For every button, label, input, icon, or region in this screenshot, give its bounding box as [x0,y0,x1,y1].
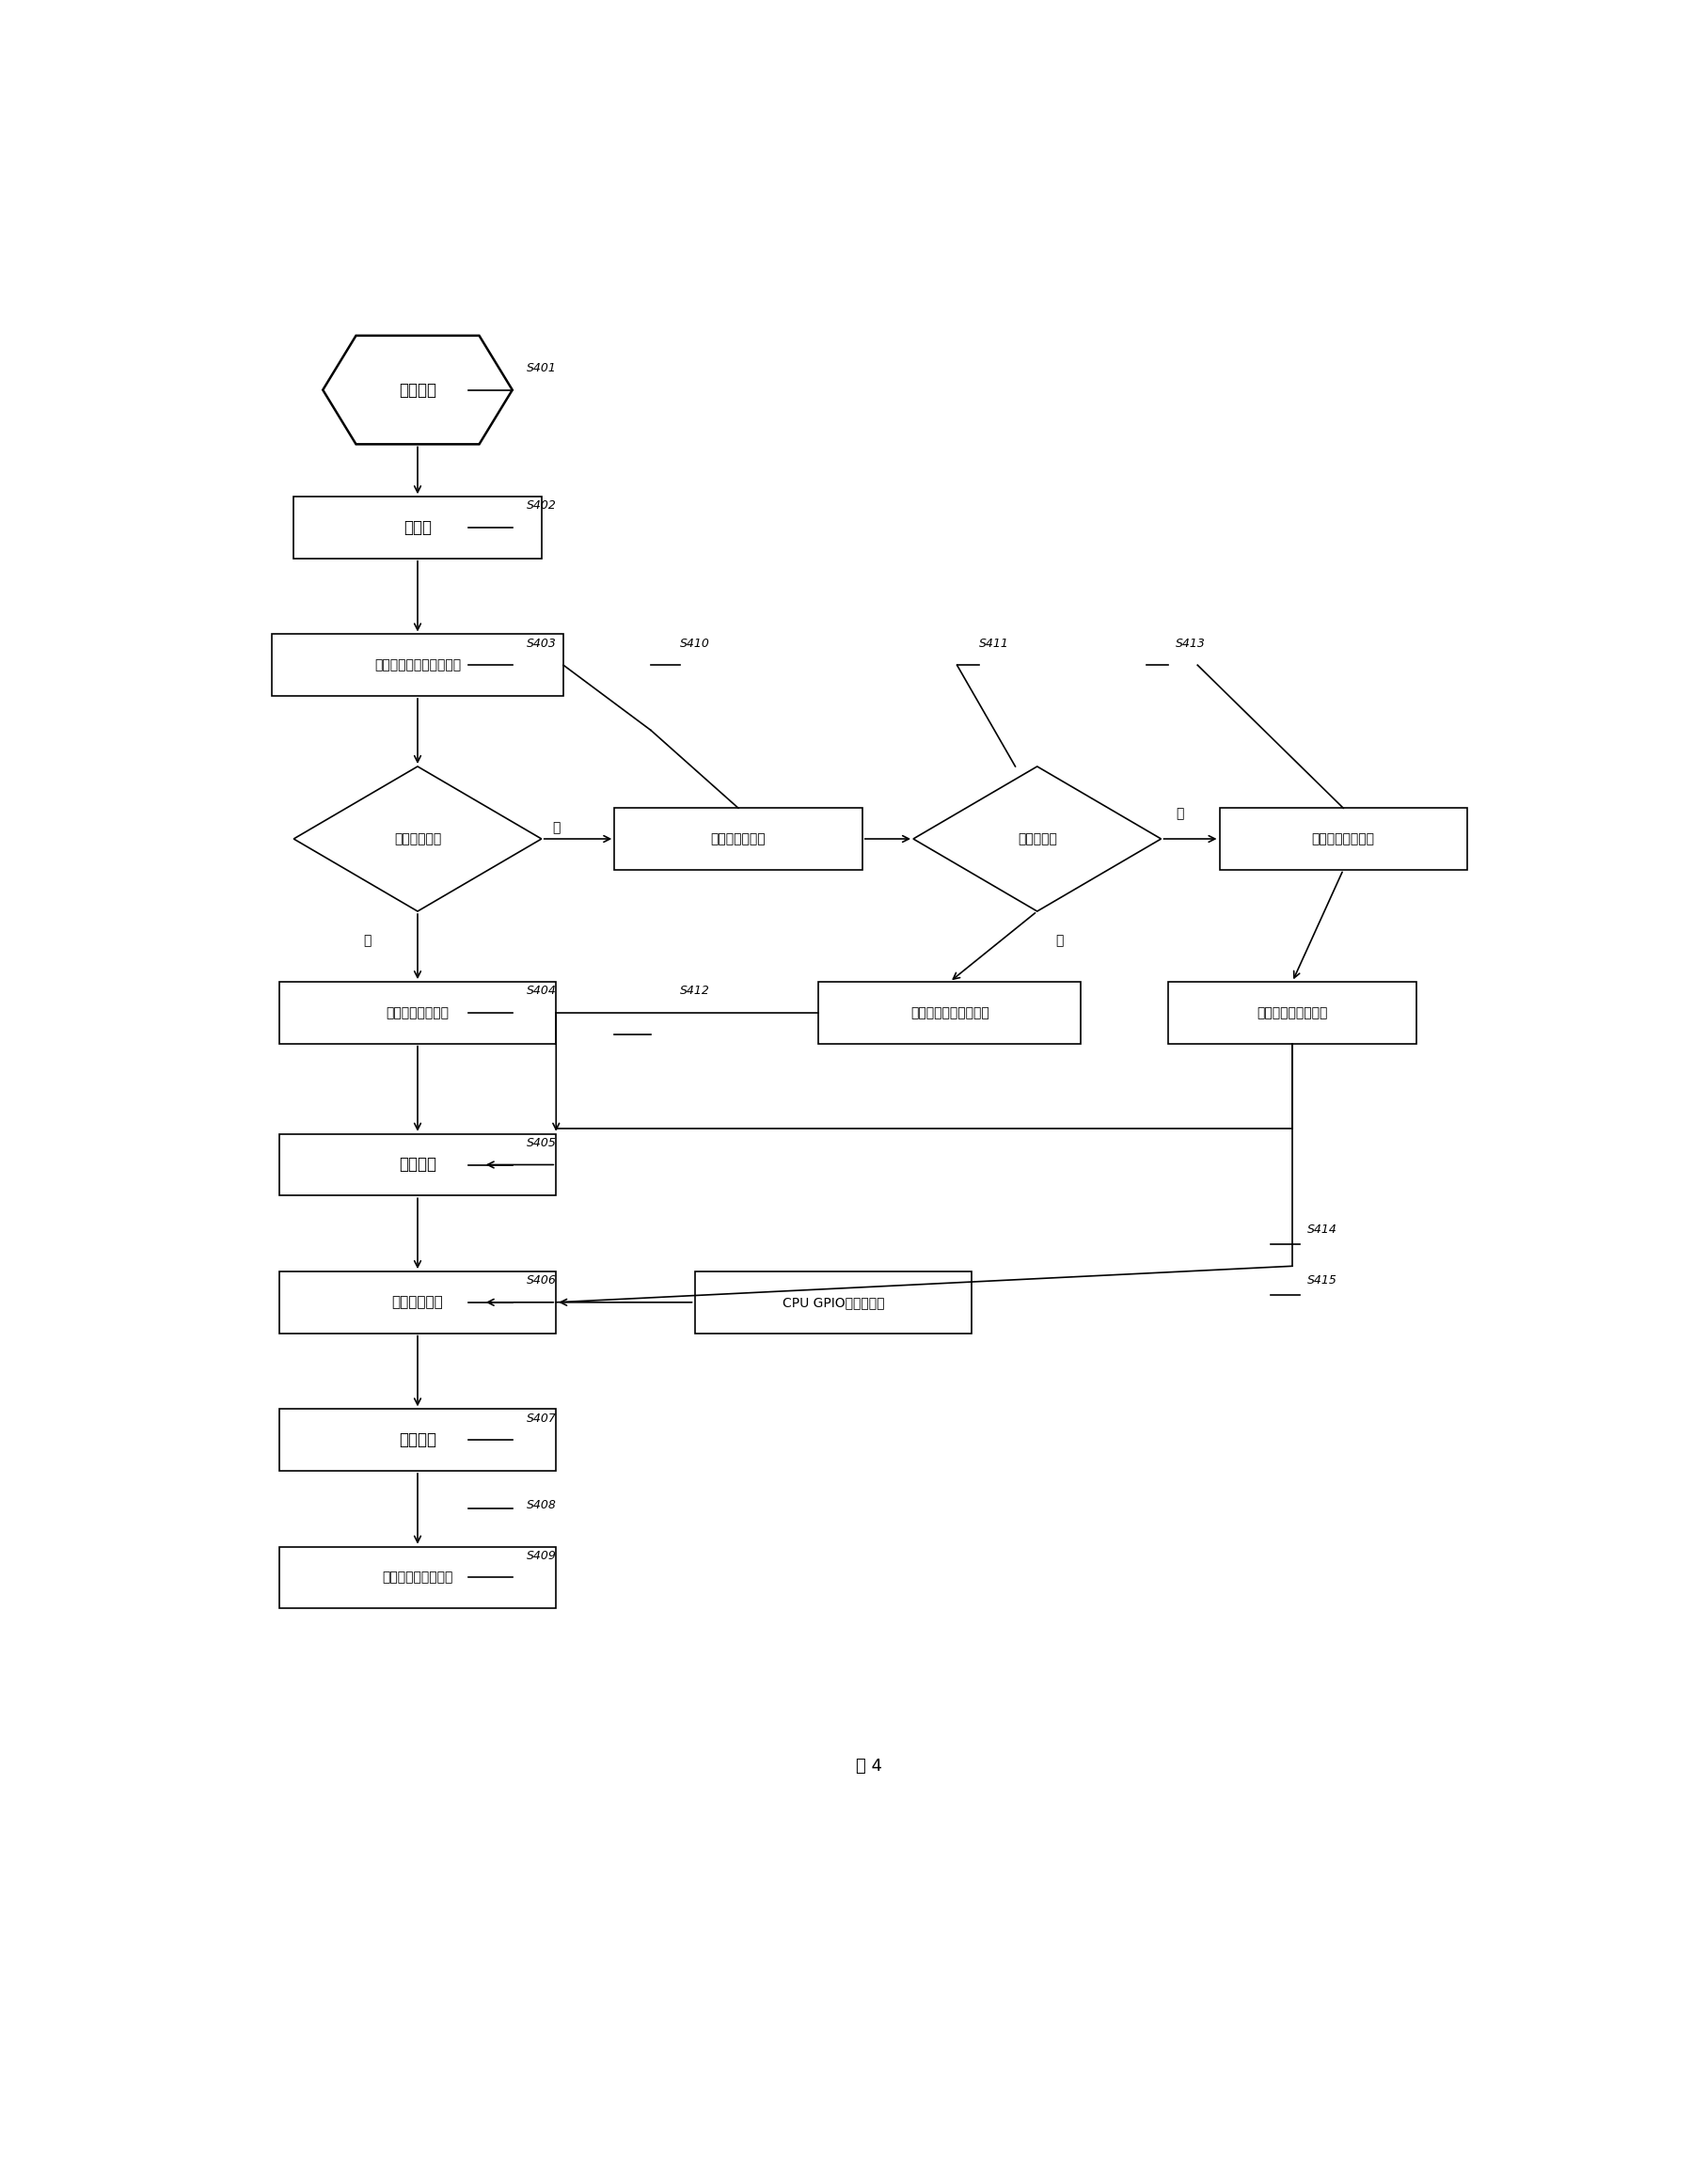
Bar [1220,809,1467,870]
Text: 主、从器件读写操作: 主、从器件读写操作 [383,1570,453,1583]
Text: 从器件总线监视: 从器件总线监视 [711,833,765,846]
Bar [278,1272,557,1332]
Polygon shape [294,766,541,911]
Text: S407: S407 [528,1412,557,1423]
Text: 主器件读对板状态: 主器件读对板状态 [386,1006,449,1019]
Text: S406: S406 [528,1274,557,1287]
Bar [695,1272,972,1332]
Text: 图 4: 图 4 [856,1756,883,1774]
Text: 否: 否 [1175,807,1184,820]
Text: S413: S413 [1175,638,1206,649]
Bar [272,634,564,696]
Text: 是否有应答？: 是否有应答？ [395,833,441,846]
Bar [294,497,541,558]
Bar [278,1133,557,1196]
Text: 本板故障，维持备用: 本板故障，维持备用 [1257,1006,1327,1019]
Text: S401: S401 [528,361,557,374]
Text: S408: S408 [528,1499,557,1512]
Text: 编码译码: 编码译码 [398,1157,437,1172]
Text: S409: S409 [528,1549,557,1562]
Text: 是: 是 [1056,934,1064,947]
Text: S410: S410 [680,638,711,649]
Text: S402: S402 [528,500,557,513]
Text: 有: 有 [362,934,371,947]
Text: CPU GPIO、按键触发: CPU GPIO、按键触发 [782,1296,885,1309]
Text: 预置备用状态，主器件写: 预置备用状态，主器件写 [374,658,461,673]
Bar [1168,982,1416,1043]
Bar [615,809,863,870]
Text: 控制主备倒换: 控制主备倒换 [391,1296,444,1309]
Bar [818,982,1081,1043]
Polygon shape [914,766,1161,911]
Text: S405: S405 [528,1138,557,1149]
Text: S415: S415 [1307,1274,1337,1287]
Text: 总线监视: 总线监视 [398,1432,437,1449]
Text: S412: S412 [680,984,711,997]
Bar [278,1408,557,1471]
Text: 初始化: 初始化 [403,519,432,536]
Text: S403: S403 [528,638,557,649]
Text: S411: S411 [979,638,1009,649]
Text: 主器件故障，上报: 主器件故障，上报 [1312,833,1375,846]
Text: 无: 无 [552,822,560,835]
Bar [278,1547,557,1609]
Text: S414: S414 [1307,1224,1337,1235]
Bar [278,982,557,1043]
Text: 是否超时？: 是否超时？ [1018,833,1057,846]
Text: 单板上电: 单板上电 [398,381,437,398]
Polygon shape [323,335,512,443]
Text: 对板不在线，本板主用: 对板不在线，本板主用 [910,1006,989,1019]
Text: S404: S404 [528,984,557,997]
